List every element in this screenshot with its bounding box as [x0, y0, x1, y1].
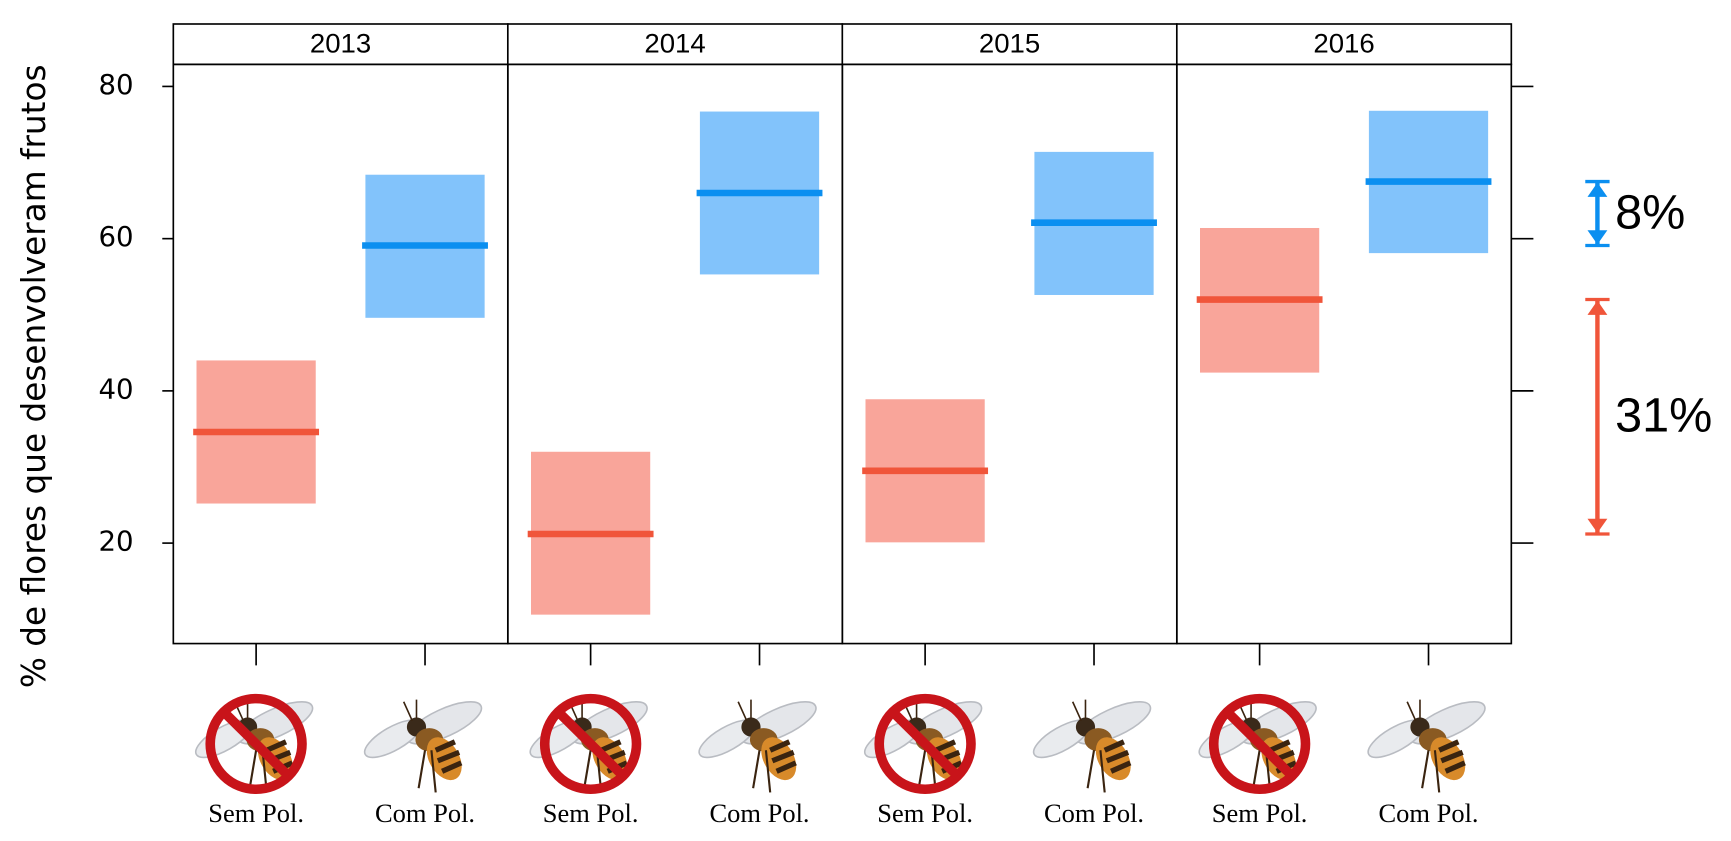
bee-icon	[694, 693, 821, 792]
x-tick-label: Com Pol.	[709, 799, 809, 828]
panel	[173, 64, 507, 643]
panel-title: 2013	[310, 28, 371, 59]
y-tick-label: 60	[98, 222, 133, 253]
arrow-head	[1587, 230, 1607, 244]
arrow-head	[1587, 183, 1607, 197]
arrow-head	[1587, 519, 1607, 533]
arrow-head	[1587, 301, 1607, 315]
y-tick-label: 40	[98, 374, 133, 405]
annotation-label: 8%	[1615, 186, 1685, 240]
bee-icon	[1028, 693, 1155, 792]
bee-icon	[1363, 693, 1490, 792]
x-tick-label: Com Pol.	[1378, 799, 1478, 828]
page: {"chart_data": { "type": "interval", "yl…	[0, 0, 1731, 841]
x-tick-label: Sem Pol.	[543, 799, 639, 828]
annotation-label: 31%	[1615, 389, 1712, 443]
x-tick-label: Sem Pol.	[1212, 799, 1308, 828]
panel-title: 2014	[644, 28, 705, 59]
difference-arrow	[1585, 182, 1609, 246]
x-tick-label: Sem Pol.	[208, 799, 304, 828]
panel	[842, 64, 1176, 643]
difference-arrow	[1585, 300, 1609, 534]
y-axis-label: % de flores que desenvolveram frutos	[14, 64, 53, 688]
panel-title: 2015	[979, 28, 1040, 59]
chart: % de flores que desenvolveram frutos 20 4…	[0, 0, 1731, 841]
y-tick-label: 80	[98, 70, 133, 101]
x-tick-label: Com Pol.	[375, 799, 475, 828]
y-tick-label: 20	[98, 527, 133, 558]
panel-title: 2016	[1313, 28, 1374, 59]
bee-icon	[359, 693, 486, 792]
x-tick-label: Sem Pol.	[877, 799, 973, 828]
x-tick-label: Com Pol.	[1044, 799, 1144, 828]
